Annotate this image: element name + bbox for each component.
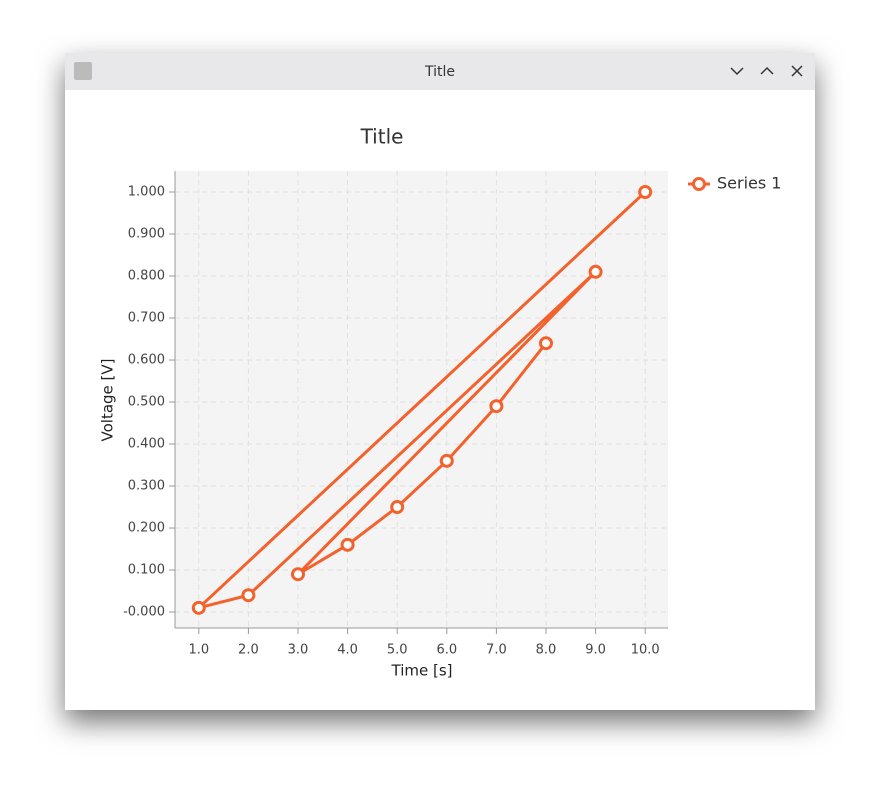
x-tick-label: 4.0 [337,643,358,658]
y-tick-label: 0.300 [128,479,165,494]
window-title: Title [424,64,455,80]
y-tick-label: 0.700 [128,311,165,326]
legend-symbol [692,177,706,191]
y-tick-label: 0.100 [128,563,165,578]
legend-label: Series 1 [717,174,781,193]
x-tick-label: 3.0 [288,643,309,658]
data-point [390,500,405,515]
data-point [489,399,504,414]
y-tick-label: 0.600 [128,353,165,368]
y-tick-label: 0.500 [128,395,165,410]
close-button[interactable] [791,65,803,77]
y-tick-label: 0.400 [128,437,165,452]
minimize-button[interactable] [730,67,744,76]
data-point [291,567,306,582]
y-tick-label: 1.000 [128,185,165,200]
data-point [588,264,603,279]
data-point [538,336,553,351]
data-point [340,537,355,552]
y-axis-label: Voltage [V] [99,359,117,442]
data-point [241,588,256,603]
title-bar [65,53,815,90]
chart-title: Title [360,125,404,149]
x-tick-label: 7.0 [486,643,507,658]
x-tick-label: 10.0 [631,643,660,658]
app-icon [74,62,92,80]
y-tick-label: 0.200 [128,521,165,536]
y-tick-label: 0.900 [128,227,165,242]
x-tick-label: 5.0 [387,643,408,658]
x-tick-label: 9.0 [585,643,606,658]
y-tick-label: -0.000 [123,605,165,620]
data-point [638,185,653,200]
x-tick-label: 2.0 [238,643,259,658]
data-point [439,453,454,468]
maximize-button[interactable] [760,66,774,75]
series-line [197,190,647,610]
x-tick-label: 8.0 [536,643,557,658]
x-tick-label: 1.0 [188,643,209,658]
data-point [191,600,206,615]
x-tick-label: 6.0 [436,643,457,658]
x-axis-label: Time [s] [391,662,453,680]
y-tick-label: 0.800 [128,269,165,284]
